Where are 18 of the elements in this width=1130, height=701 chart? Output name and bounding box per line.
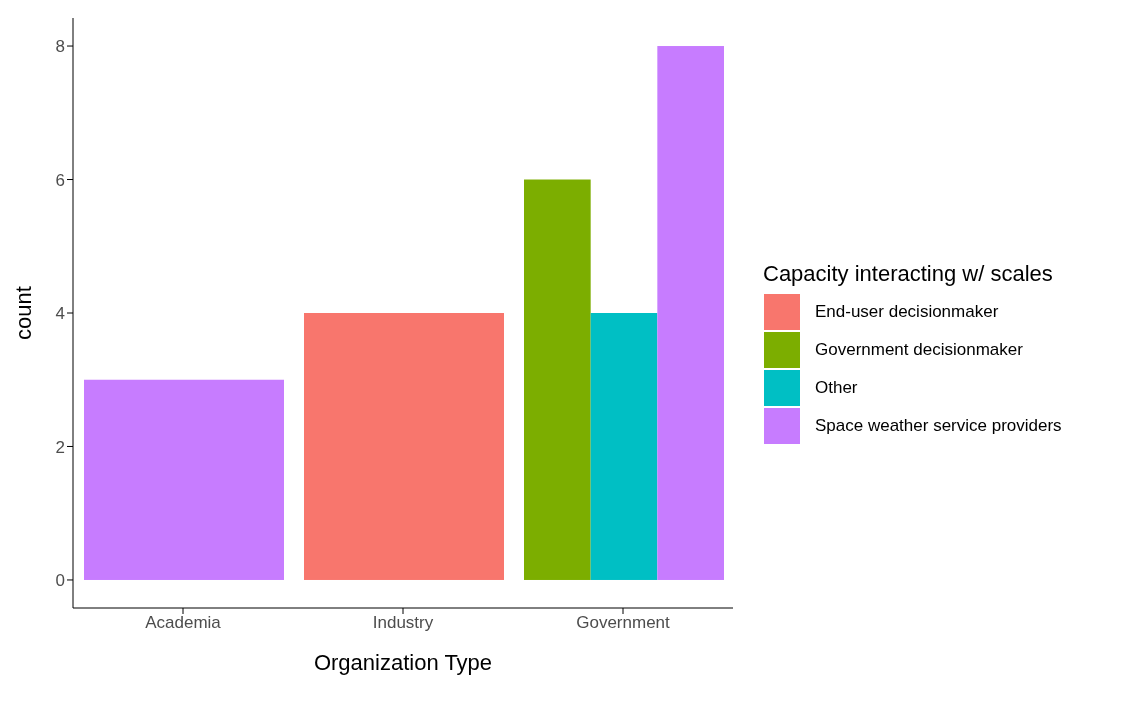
y-tick-label: 4 [55,304,65,324]
y-tick-label: 6 [55,170,65,190]
legend-label: Government decisionmaker [815,340,1023,360]
legend-label: Space weather service providers [815,416,1062,436]
x-tick-label: Government [576,613,671,633]
y-tick-label: 8 [55,37,65,57]
y-axis-title: count [10,286,36,340]
x-tick-label: Industry [372,613,434,633]
y-tick-label: 2 [55,437,65,457]
bar [590,313,658,580]
y-tick-label: 0 [55,571,65,590]
legend-label: End-user decisionmaker [815,302,999,322]
legend-label: Other [815,378,858,398]
x-axis-title: Organization Type [313,650,493,675]
bar [304,313,504,580]
x-tick-label: Academia [145,613,222,633]
bar [524,179,591,580]
legend-title: Capacity interacting w/ scales [763,261,1054,287]
